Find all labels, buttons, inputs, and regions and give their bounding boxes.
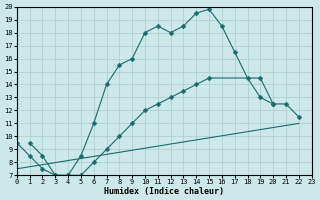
X-axis label: Humidex (Indice chaleur): Humidex (Indice chaleur) (104, 187, 224, 196)
